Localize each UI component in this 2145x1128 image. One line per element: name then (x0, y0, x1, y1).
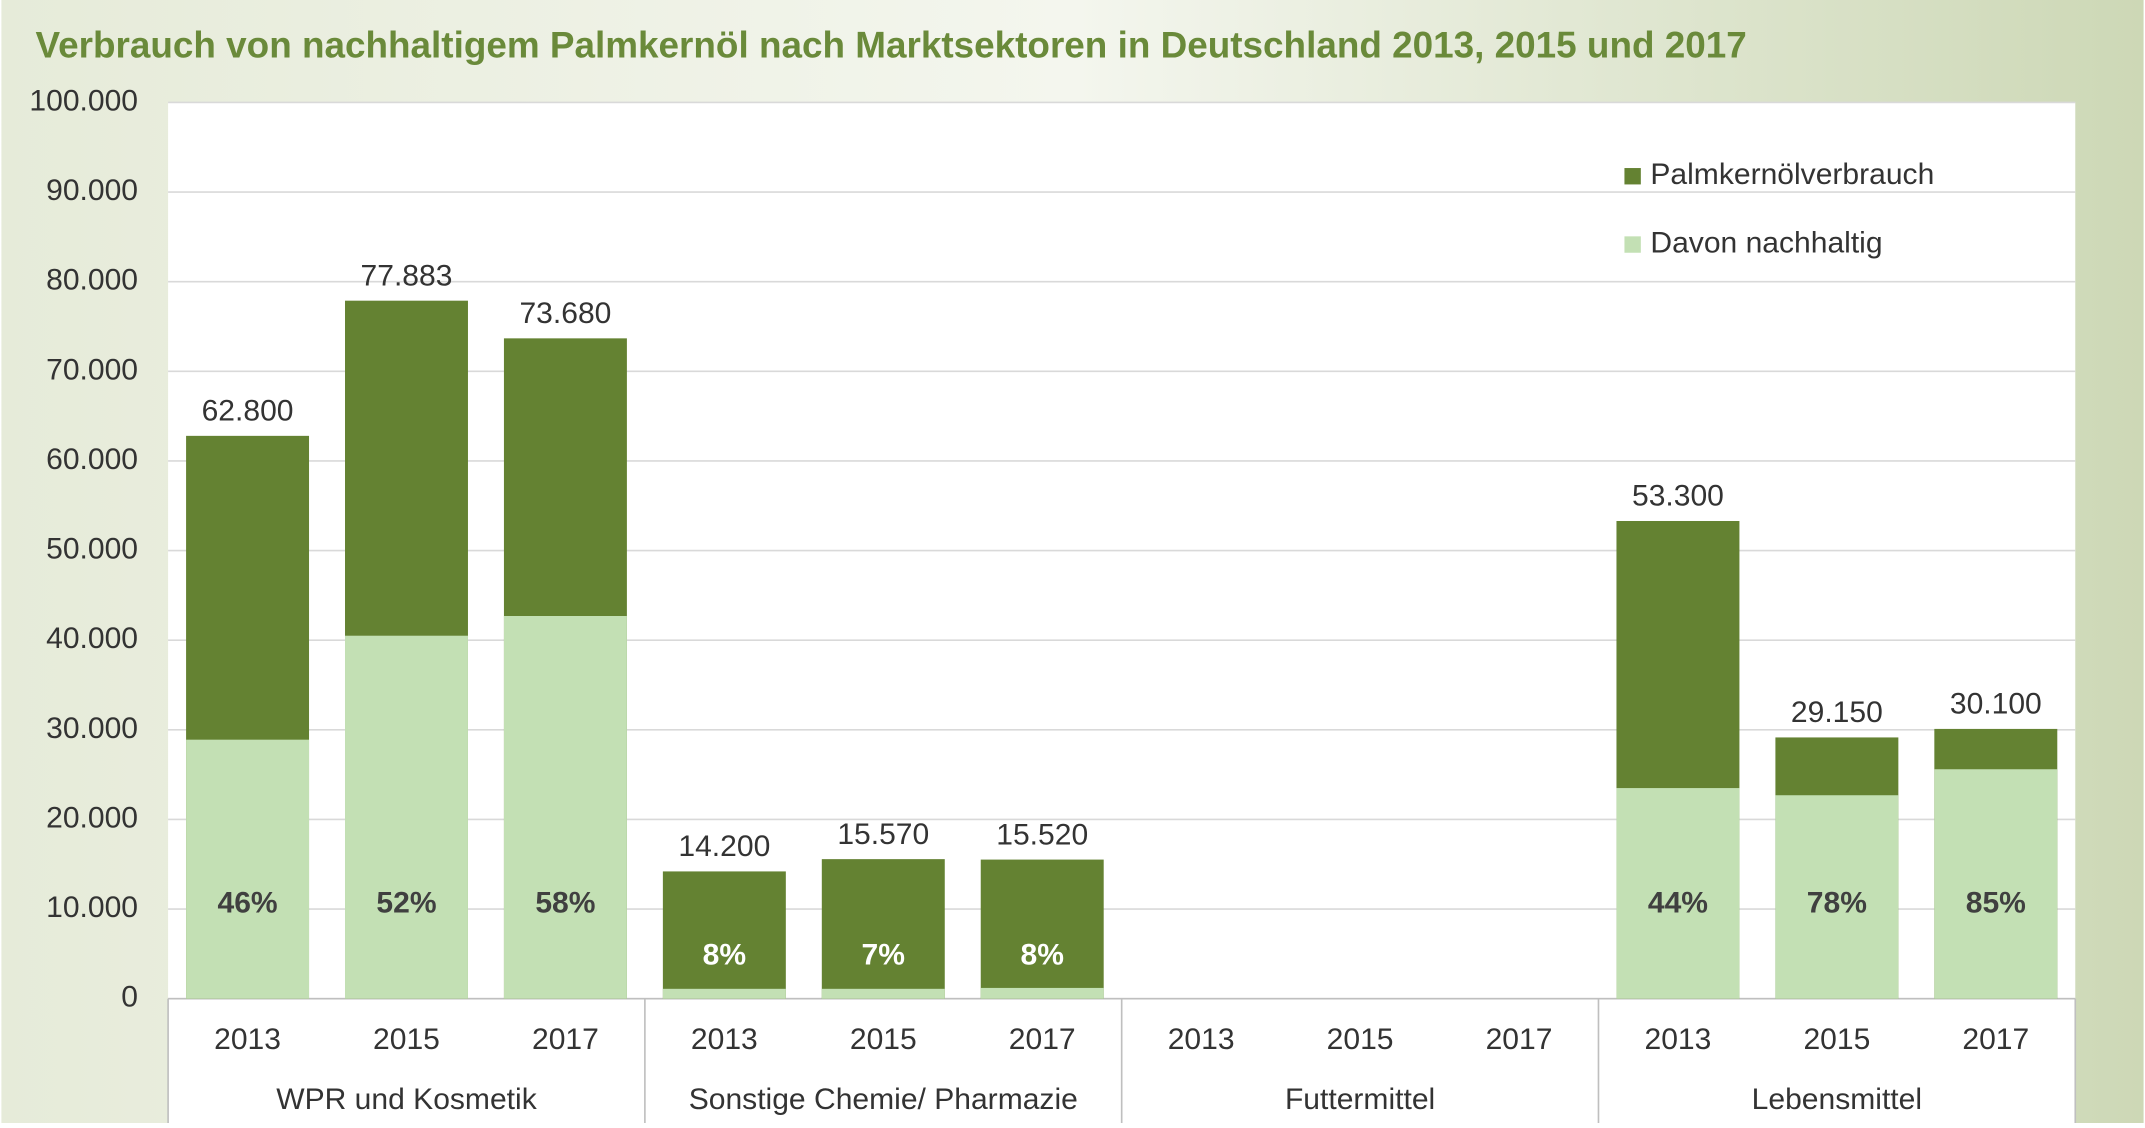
y-tick-label: 90.000 (46, 174, 138, 207)
bar (1934, 769, 2058, 999)
value-label: 14.200 (678, 830, 770, 863)
bar (980, 987, 1104, 999)
bar (662, 871, 786, 999)
y-tick-label: 20.000 (46, 801, 138, 834)
x-tick-label: 2015 (850, 1023, 917, 1056)
y-tick-label: 50.000 (46, 533, 138, 566)
bar (662, 988, 786, 999)
y-tick-label: 100.000 (29, 84, 138, 117)
value-label: 53.300 (1632, 480, 1724, 513)
x-tick-label: 2015 (373, 1023, 440, 1056)
percent-label: 78% (1807, 887, 1867, 920)
percent-label: 7% (862, 938, 905, 971)
value-label: 30.100 (1950, 688, 2042, 721)
bar (503, 615, 627, 999)
x-tick-label: 2013 (691, 1023, 758, 1056)
x-tick-label: 2015 (1327, 1023, 1394, 1056)
bar (821, 859, 945, 999)
bar (186, 739, 310, 999)
legend-label: Davon nachhaltig (1650, 226, 1882, 259)
group-label: WPR und Kosmetik (276, 1083, 537, 1116)
bar (980, 859, 1104, 999)
x-tick-label: 2015 (1803, 1023, 1870, 1056)
legend-swatch (1624, 168, 1641, 185)
percent-label: 52% (376, 887, 436, 920)
y-tick-label: 10.000 (46, 891, 138, 924)
y-tick-label: 80.000 (46, 264, 138, 297)
value-label: 15.570 (837, 818, 929, 851)
legend-swatch (1624, 236, 1641, 253)
percent-label: 46% (217, 887, 277, 920)
value-label: 77.883 (361, 259, 453, 292)
x-tick-label: 2017 (532, 1023, 599, 1056)
group-label: Lebensmittel (1752, 1083, 1922, 1116)
bar (345, 635, 468, 999)
x-tick-label: 2017 (1486, 1023, 1553, 1056)
percent-label: 8% (1020, 938, 1063, 971)
y-tick-label: 60.000 (46, 443, 138, 476)
percent-label: 8% (703, 938, 746, 971)
legend-label: Palmkernölverbrauch (1650, 158, 1934, 191)
value-label: 29.150 (1791, 696, 1883, 729)
x-tick-label: 2013 (1645, 1023, 1712, 1056)
plot-area (168, 102, 2076, 1123)
y-tick-label: 40.000 (46, 622, 138, 655)
x-tick-label: 2017 (1009, 1023, 1076, 1056)
chart-title: Verbrauch von nachhaltigem Palmkernöl na… (36, 25, 1747, 66)
value-label: 62.800 (202, 395, 294, 428)
y-tick-label: 30.000 (46, 712, 138, 745)
group-label: Sonstige Chemie/ Pharmazie (689, 1083, 1078, 1116)
bar (1775, 795, 1899, 999)
x-tick-label: 2013 (1168, 1023, 1235, 1056)
bar (821, 988, 945, 999)
bar (1616, 788, 1740, 999)
group-label: Futtermittel (1285, 1083, 1435, 1116)
percent-label: 85% (1966, 887, 2026, 920)
y-tick-label: 70.000 (46, 353, 138, 386)
value-label: 15.520 (996, 818, 1088, 851)
x-tick-label: 2017 (1962, 1023, 2029, 1056)
percent-label: 44% (1648, 887, 1708, 920)
y-tick-label: 0 (121, 981, 138, 1014)
x-tick-label: 2013 (214, 1023, 281, 1056)
value-label: 73.680 (519, 297, 611, 330)
percent-label: 58% (535, 887, 595, 920)
